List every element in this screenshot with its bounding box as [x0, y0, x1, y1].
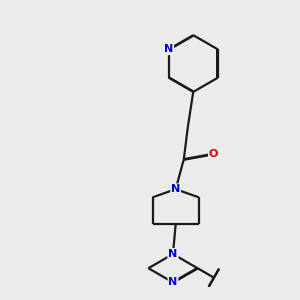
Text: N: N	[168, 249, 178, 259]
Text: N: N	[168, 249, 178, 259]
Text: O: O	[209, 149, 218, 159]
Text: N: N	[171, 184, 180, 194]
Text: N: N	[168, 278, 178, 287]
Text: N: N	[164, 44, 173, 54]
